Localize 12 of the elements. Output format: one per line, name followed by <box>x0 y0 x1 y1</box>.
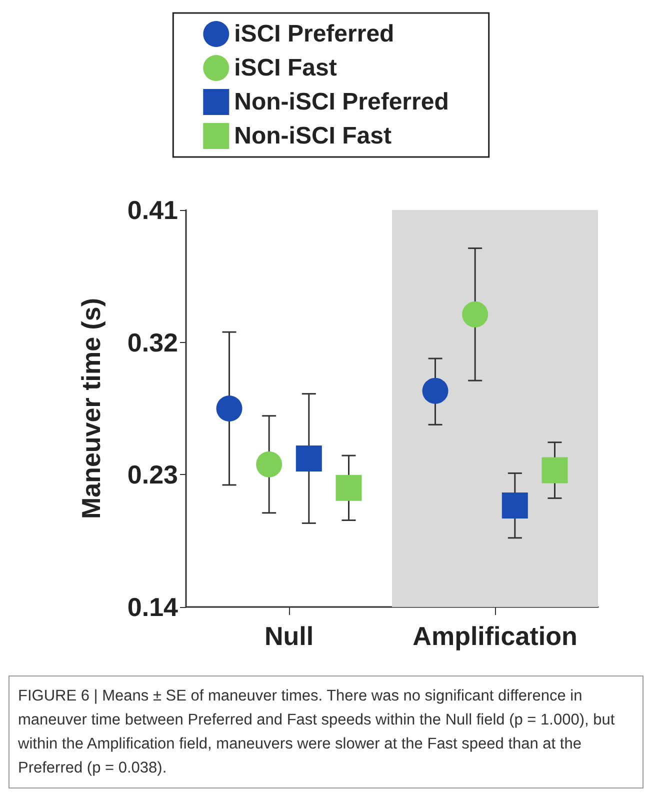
y-tick-label: 0.23 <box>127 460 178 490</box>
y-tick-label: 0.32 <box>127 327 178 358</box>
legend-label: iSCI Fast <box>234 54 337 82</box>
legend-label: Non-iSCI Fast <box>234 122 392 150</box>
y-axis-title: Maneuver time (s) <box>76 298 106 520</box>
x-tick-label: Amplification <box>412 621 578 651</box>
x-tick-label: Null <box>264 621 314 651</box>
y-tick-label: 0.14 <box>127 592 179 622</box>
y-tick-label: 0.41 <box>127 195 178 225</box>
caption: FIGURE 6 | Means ± SE of maneuver times. There was no significant difference in maneuver time between Preferred and Fast speeds within the Null field (p = 1.000), but within the Amplification field, maneuvers were slower at the Fast speed than at the Preferred (p = 0.038). <box>17 688 619 776</box>
legend-label: iSCI Preferred <box>234 20 394 48</box>
legend-label: Non-iSCI Preferred <box>234 88 449 116</box>
